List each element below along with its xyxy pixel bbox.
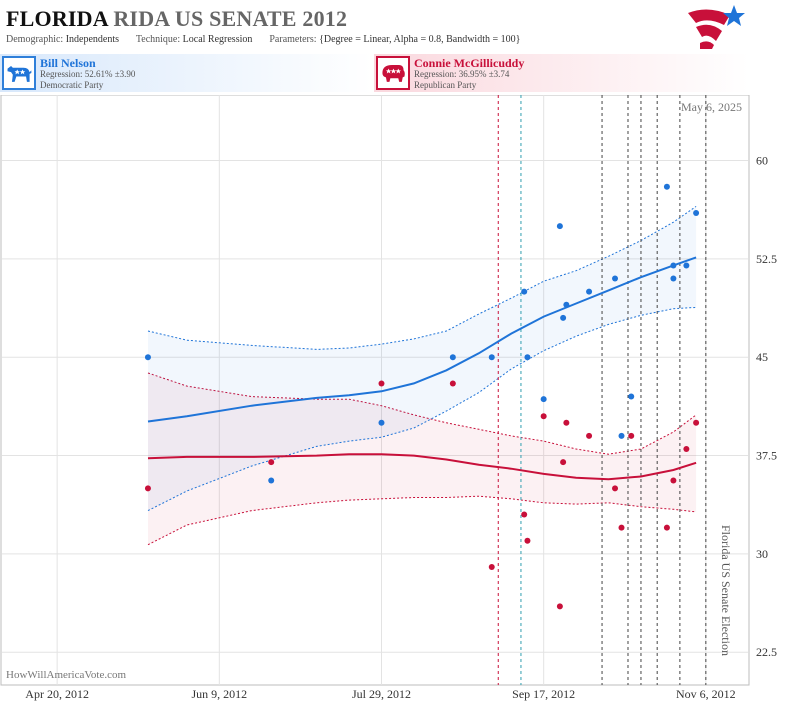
data-point [586,288,593,295]
data-point [693,210,700,216]
page-title: FLORIDA RIDA US SENATE 2012 [6,6,347,32]
parameters-value: {Degree = Linear, Alpha = 0.8, Bandwidth… [319,34,521,45]
data-point [628,393,635,400]
candidate-rep: Connie McGillicuddy Regression: 36.95% ±… [374,54,749,92]
demographic-value: Independents [65,34,120,45]
data-point [556,223,563,230]
dem-regression: Regression: 52.61% ±3.90 [40,69,136,79]
data-point [693,419,700,426]
technique-label: Technique: [135,34,181,45]
data-points [144,183,700,610]
rep-party: Republican Party [414,80,477,90]
x-tick-label: Jun 9, 2012 [191,687,247,701]
chart-header: FLORIDA RIDA US SENATE 2012 Demographic:… [0,0,749,50]
y-tick-label: 22.5 [756,645,777,659]
candidate-dem: Bill Nelson Regression: 52.61% ±3.90 Dem… [0,54,372,92]
data-point [563,301,570,308]
data-point [540,396,547,403]
data-point [449,380,456,387]
x-tick-label: Nov 6, 2012 [676,687,736,701]
data-point [560,459,567,466]
x-tick-label: Jul 29, 2012 [352,687,411,701]
data-point [670,275,677,282]
trend-line [147,453,697,481]
event-lines [497,95,707,685]
dem-party: Democratic Party [40,80,104,90]
data-point [144,354,151,361]
y-tick-label: 30 [756,547,768,561]
data-point [586,432,593,439]
band-lower-line [147,495,697,546]
data-point [268,477,275,484]
title-race: RIDA US SENATE 2012 [107,6,348,31]
data-point [378,419,385,426]
parameters-label: Parameters: [269,34,317,45]
data-point [618,432,625,439]
confidence-band [148,206,697,511]
site-logo-icon [688,5,745,49]
data-point [268,459,275,466]
data-point [618,524,625,531]
y-tick-label: 45 [756,350,768,364]
data-point [488,354,495,361]
y-tick-label: 60 [756,154,768,168]
data-point [449,354,456,361]
rep-candidate-name: Connie McGillicuddy [414,56,525,70]
data-point [560,314,567,321]
data-point [521,511,528,518]
trend-line [147,256,697,423]
data-point [663,524,670,531]
data-point [524,354,531,361]
data-point [670,477,677,484]
data-point [521,288,528,295]
data-point [524,537,531,544]
data-point [663,183,670,190]
trend-lines [147,256,697,481]
y-tick-label: 52.5 [756,252,777,266]
band-upper-line [147,372,697,455]
date-label: May 6, 2025 [681,100,742,114]
data-point [612,275,619,282]
data-point [144,485,151,492]
x-tick-label: Sep 17, 2012 [512,687,575,701]
technique-value: Local Regression [182,34,253,45]
y-tick-label: 37.5 [756,449,777,463]
title-state: FLORIDA [6,6,108,31]
data-point [612,485,619,492]
confidence-bands [147,205,697,546]
data-point [378,380,385,387]
data-point [628,432,635,439]
data-point [563,419,570,426]
data-point [556,603,563,610]
election-label: Florida US Senate Election [719,525,733,656]
rep-regression: Regression: 36.95% ±3.74 [414,69,510,79]
donkey-icon [2,56,36,90]
watermark: HowWillAmericaVote.com [6,669,126,681]
poll-regression-chart: 22.5 30 37.5 45 52.5 60 Apr 20, 2012 Jun 9, 20… [0,95,777,701]
confidence-band [148,373,697,545]
x-tick-label: Apr 20, 2012 [25,687,89,701]
demographic-label: Demographic: [6,34,64,45]
data-point [683,446,690,452]
elephant-icon [376,56,410,90]
band-upper-line [147,205,697,350]
x-axis-ticks: Apr 20, 2012 Jun 9, 2012 Jul 29, 2012 Sep 1… [25,687,735,701]
data-point [670,262,677,269]
chart-subtitle: Demographic: Independents Technique: Loc… [6,34,520,45]
plot-frame [0,95,750,686]
dem-candidate-name: Bill Nelson [40,56,96,70]
data-point [683,262,690,269]
data-point [540,413,547,420]
y-axis-ticks: 22.5 30 37.5 45 52.5 60 [756,154,777,660]
data-point [488,564,495,570]
